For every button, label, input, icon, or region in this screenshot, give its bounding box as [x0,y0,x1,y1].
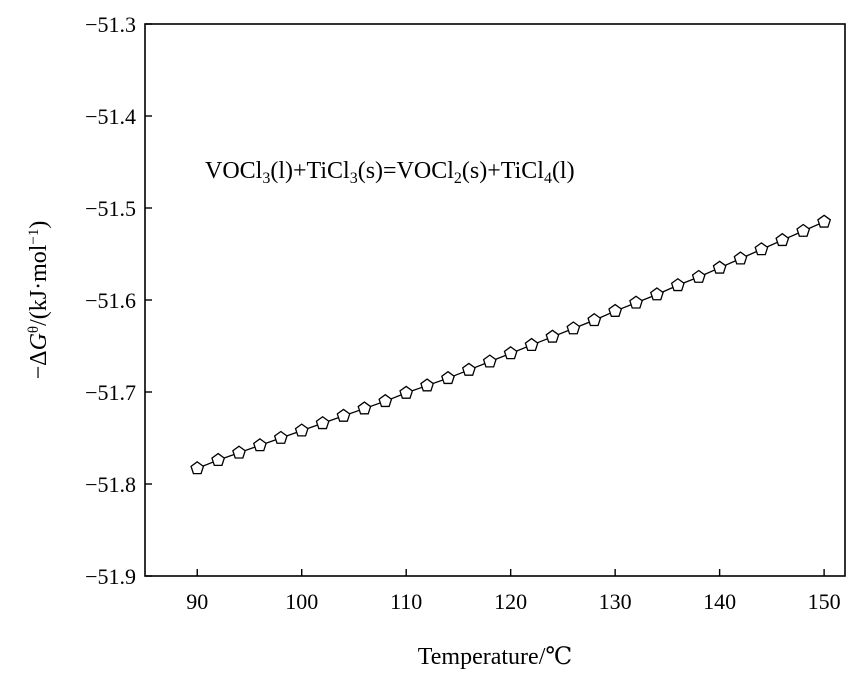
x-tick-label: 110 [390,589,422,614]
x-tick-label: 100 [285,589,318,614]
y-tick-label: −51.6 [85,288,136,313]
ylabel-prefix: −Δ [26,350,52,379]
data-point [482,354,497,368]
data-markers [190,214,832,475]
annotation-part: 2 [454,170,462,187]
data-point [670,277,685,292]
data-point [420,378,435,392]
data-point [211,452,226,466]
x-axis-label: Temperature/℃ [418,644,572,670]
data-point [566,321,581,335]
data-point [629,295,643,309]
x-tick-label: 150 [808,589,841,614]
x-tick-label: 140 [703,589,736,614]
series-line-path [196,221,825,469]
y-tick-label: −51.5 [85,196,136,221]
data-point [587,312,602,327]
data-point [315,415,330,430]
annotation-part: VOCl [205,158,263,184]
y-tick-label: −51.7 [85,380,136,405]
annotation-part: (l)+TiCl [270,158,350,184]
ylabel-sup2: −1 [26,229,42,245]
ylabel-suffix: ) [26,221,52,229]
data-point [691,269,706,283]
annotation-part: 4 [544,170,552,187]
data-point [357,401,372,415]
data-point [294,423,309,437]
data-point [503,346,518,360]
data-point [754,242,769,256]
annotation-part: 3 [350,170,358,187]
axis-ticks: 90 100 110 120 130 140 150 −51.3 −51.4 −51.5 −51.6… [85,12,841,614]
y-axis-label: −ΔGθ/(kJ·mol−1) [26,221,52,380]
x-tick-label: 90 [186,589,208,614]
ylabel-var: G [26,333,52,350]
data-point [545,329,560,343]
y-tick-label: −51.3 [85,12,136,37]
data-point [712,260,727,274]
x-tick-label: 120 [494,589,527,614]
data-point [336,408,351,422]
y-tick-label: −51.9 [85,564,136,589]
ylabel-mid: /(kJ·mol [26,244,52,326]
data-point [524,337,539,351]
data-point [378,393,393,408]
y-tick-label: −51.4 [85,104,136,129]
data-point [461,362,476,376]
data-point [608,303,623,317]
annotation-part: (s)+TiCl [462,158,544,184]
data-point [796,223,811,237]
data-point [252,438,267,452]
data-point [817,214,832,228]
data-point [775,232,790,247]
plot-frame [144,23,846,577]
annotation-part: 3 [262,170,270,187]
reaction-annotation: VOCl3(l)+TiCl3(s)=VOCl2(s)+TiCl4(l) [205,158,575,187]
data-point [649,287,664,301]
series-line [196,221,825,469]
data-point [733,251,748,265]
ylabel-sup: θ [26,326,42,333]
data-point [232,445,246,459]
y-tick-label: −51.8 [85,472,136,497]
annotation-part: (s)=VOCl [358,158,455,184]
x-tick-label: 130 [599,589,632,614]
annotation-part: (l) [552,158,575,184]
data-point [273,430,288,444]
data-point [399,385,414,399]
data-point [190,461,205,475]
data-point [441,370,455,385]
